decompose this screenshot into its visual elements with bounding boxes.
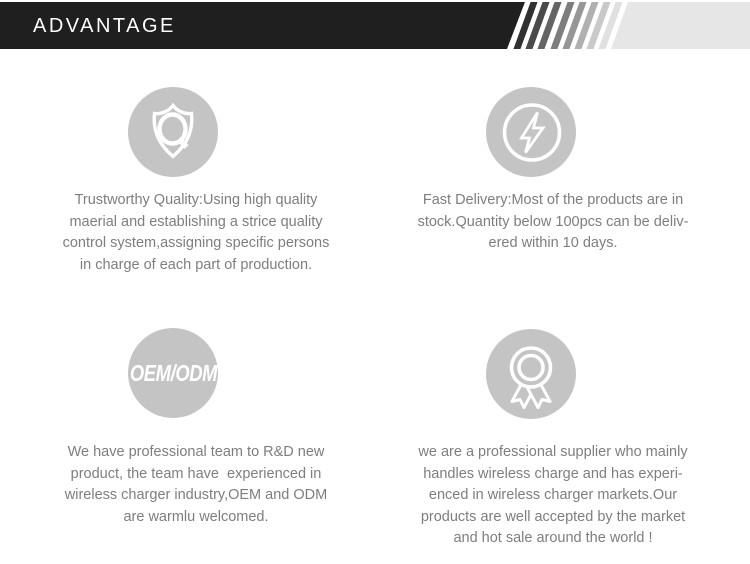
award-medal-icon: [486, 329, 576, 419]
oem-odm-badge: OEM/ODM: [128, 328, 218, 418]
feature-text-professional-supplier: we are a professional supplier who mainl…: [418, 444, 688, 546]
page-title: ADVANTAGE: [33, 14, 176, 37]
banner-header: ADVANTAGE: [0, 2, 750, 49]
feature-text-oem-odm: We have professional team to R&D new pro…: [64, 444, 328, 525]
feature-text-trustworthy-quality: Trustworthy Quality:Using high quality m…: [62, 192, 330, 273]
feature-text-fast-delivery: Fast Delivery:Most of the products are i…: [417, 192, 689, 251]
shield-quality-icon: [128, 87, 218, 177]
header-black-bar: ADVANTAGE: [0, 2, 525, 49]
header-light-band: [611, 2, 750, 49]
oem-odm-label: OEM/ODM: [129, 359, 217, 386]
lightning-delivery-icon: [486, 87, 576, 177]
